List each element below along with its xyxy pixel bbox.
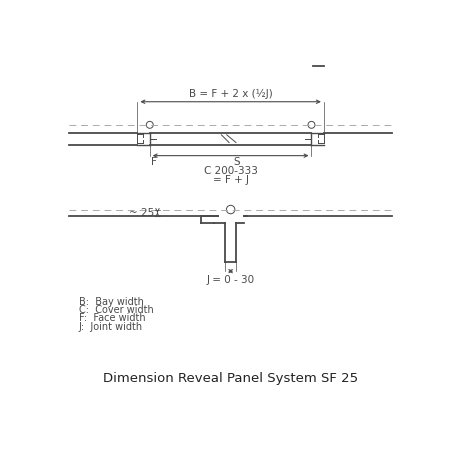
Text: C 200-333: C 200-333: [204, 166, 257, 176]
Text: B:  Bay width: B: Bay width: [79, 297, 144, 306]
Text: Dimension Reveal Panel System SF 25: Dimension Reveal Panel System SF 25: [103, 372, 358, 385]
Text: J = 0 - 30: J = 0 - 30: [207, 275, 255, 285]
Text: J:  Joint width: J: Joint width: [79, 322, 143, 332]
Text: F:  Face width: F: Face width: [79, 314, 145, 324]
Text: C:  Cover width: C: Cover width: [79, 305, 154, 315]
Text: F: F: [151, 157, 157, 167]
Text: = F + J: = F + J: [212, 175, 248, 185]
Text: S: S: [234, 157, 240, 167]
Text: ~ 25: ~ 25: [129, 207, 154, 218]
Text: B = F + 2 x (½J): B = F + 2 x (½J): [189, 90, 273, 99]
